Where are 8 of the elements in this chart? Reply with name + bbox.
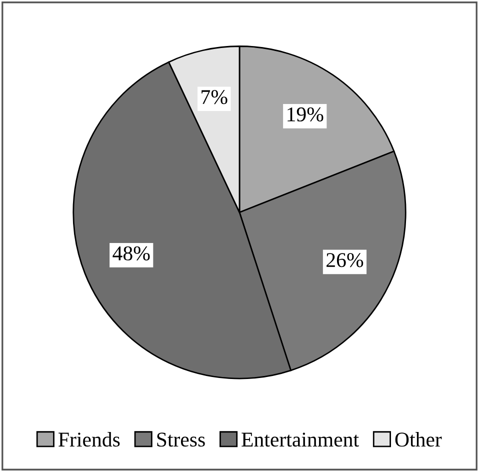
legend-label: Stress bbox=[157, 432, 205, 447]
data-label: 19% bbox=[288, 107, 324, 122]
data-label: 7% bbox=[202, 90, 228, 104]
data-label: 48% bbox=[112, 246, 150, 260]
legend-label: Entertainment bbox=[242, 432, 359, 447]
legend-label: Friends bbox=[58, 432, 120, 447]
data-label: 26% bbox=[326, 253, 364, 268]
legend-label: Other bbox=[395, 432, 442, 447]
